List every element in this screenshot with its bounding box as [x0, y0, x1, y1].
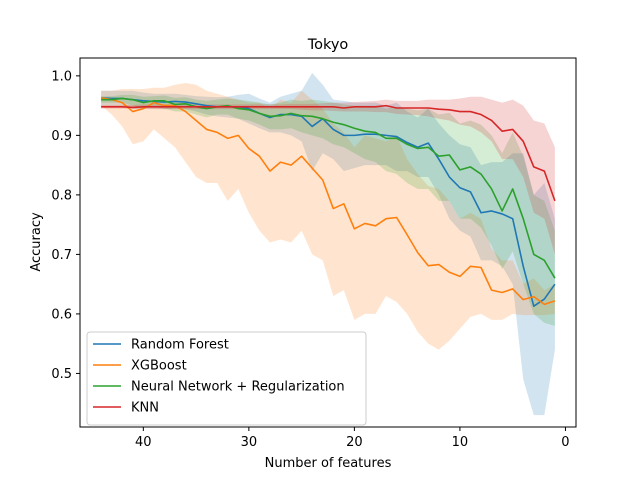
x-tick-label: 30 [241, 435, 258, 450]
y-tick-label: 0.8 [51, 188, 72, 203]
y-tick-label: 0.6 [51, 307, 72, 322]
y-tick-label: 1.0 [51, 69, 72, 84]
band-xgboost [101, 83, 555, 350]
plot-frame [79, 57, 577, 428]
chart-title: Tokyo [307, 37, 349, 53]
legend-label: Neural Network + Regularization [131, 380, 345, 395]
confidence-bands [101, 72, 555, 416]
series-lines [100, 97, 556, 307]
series-line-random-forest [101, 97, 556, 307]
legend-label: Random Forest [131, 338, 229, 353]
legend-label: XGBoost [131, 359, 187, 374]
y-tick-label: 0.9 [51, 129, 72, 144]
legend: Random Forest XGBoost Neural Network + Reg… [86, 331, 367, 426]
y-axis-label: Accuracy [29, 212, 44, 272]
x-tick-label: 20 [346, 435, 363, 450]
series-line-knn [101, 104, 556, 202]
y-tick-label: 0.5 [51, 367, 72, 382]
x-tick-label: 10 [452, 435, 469, 450]
band-random-forest [101, 72, 555, 416]
y-axis-ticks: 0.5 0.6 0.7 0.8 0.9 1.0 [51, 69, 80, 382]
x-axis-ticks: 40 30 20 10 0 [135, 427, 570, 450]
legend-label: KNN [131, 401, 159, 416]
series-line-neural-network-regularization [101, 97, 556, 279]
x-tick-label: 0 [561, 435, 569, 450]
x-axis-label: Number of features [265, 456, 392, 471]
band-neural-network-regularization [101, 94, 555, 326]
x-tick-label: 40 [135, 435, 152, 450]
legend-box [86, 331, 367, 426]
band-knn [101, 96, 555, 255]
y-tick-label: 0.7 [51, 248, 72, 263]
